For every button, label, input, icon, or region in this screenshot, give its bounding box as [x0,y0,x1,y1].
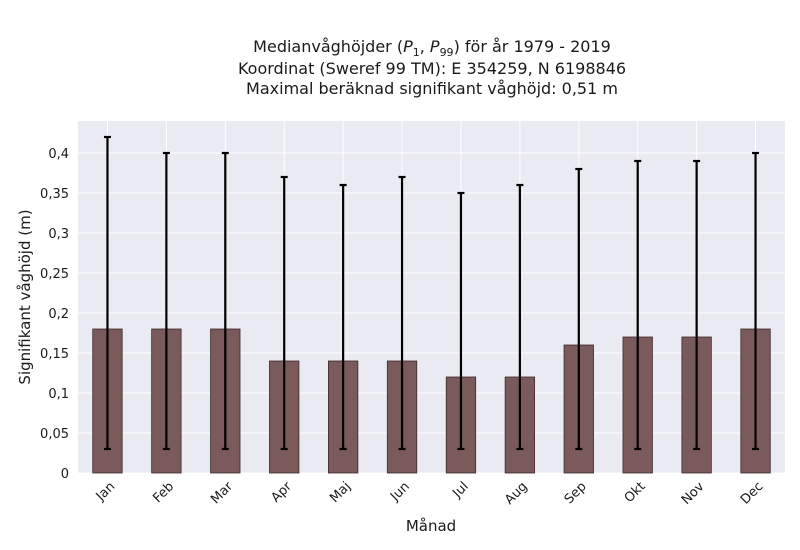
x-tick-label-sep: Sep [562,479,590,507]
y-tick-label: 0,35 [40,187,69,202]
error-bar-aug [516,183,524,451]
error-bar-dec [752,151,760,451]
error-bar-jul [457,191,465,451]
x-axis-ticks: Jan Feb Mar Apr Maj Jun Jul Aug Sep Okt Nov Dec [93,479,767,508]
chart-title: Medianvåghöjder (P1, P99) för år 1979 - … [238,37,626,98]
y-tick-label: 0,3 [48,227,69,242]
error-bar-sep [575,167,583,451]
y-tick-label: 0,2 [48,307,69,322]
x-tick-label-mar: Mar [208,479,236,507]
error-bar-apr [280,175,288,451]
x-tick-label-apr: Apr [269,479,296,506]
error-bar-mar [221,151,229,451]
plot-area [78,121,785,473]
x-tick-label-jul: Jul [449,479,471,501]
x-tick-label-maj: Maj [327,479,354,506]
error-bar-maj [339,183,347,451]
x-tick-label-jun: Jun [387,479,413,505]
error-bar-okt [634,159,642,451]
x-axis-label: Månad [406,517,456,535]
error-bar-jun [398,175,406,451]
y-tick-label: 0,4 [48,147,69,162]
y-tick-label: 0,05 [40,427,69,442]
x-tick-label-aug: Aug [502,479,531,508]
y-axis-ticks: 0 0,05 0,1 0,15 0,2 0,25 0,3 0,35 0,4 [40,147,69,482]
x-tick-label-nov: Nov [679,479,708,508]
y-tick-label: 0,15 [40,347,69,362]
chart-title-line-1: Medianvåghöjder (P1, P99) för år 1979 - … [253,37,611,59]
x-tick-label-okt: Okt [622,479,649,506]
chart-title-line-2: Koordinat (Sweref 99 TM): E 354259, N 61… [238,59,626,78]
x-tick-label-jan: Jan [93,479,118,504]
error-bar-jan [103,135,111,451]
y-axis-label: Signifikant våghöjd (m) [16,209,34,384]
error-bar-feb [162,151,170,451]
x-tick-label-dec: Dec [738,479,766,507]
x-tick-label-feb: Feb [150,479,177,506]
error-bars [103,135,760,451]
error-bar-nov [693,159,701,451]
y-tick-label: 0 [61,467,69,482]
chart-title-line-3: Maximal beräknad signifikant våghöjd: 0,… [246,79,618,98]
y-tick-label: 0,1 [48,387,69,402]
y-tick-label: 0,25 [40,267,69,282]
